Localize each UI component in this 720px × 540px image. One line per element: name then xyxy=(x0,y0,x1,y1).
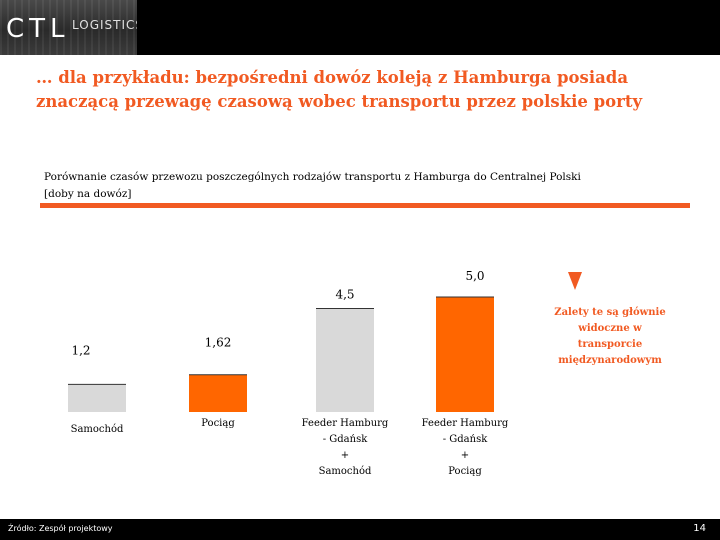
value-label: 4,5 xyxy=(335,288,354,302)
orange-divider xyxy=(40,203,690,208)
category-label: Feeder Hamburg - Gdańsk + Samochód xyxy=(290,416,400,480)
chart-title-line2: [doby na dowóz] xyxy=(44,188,132,200)
value-label: 1,2 xyxy=(71,343,90,357)
note-text: Zalety te są głównie widoczne w transpor… xyxy=(554,307,666,366)
category-label-line: Pociąg xyxy=(448,466,482,477)
category-label-line: + xyxy=(340,450,350,461)
page-number: 14 xyxy=(693,523,706,534)
category-label: Pociąg xyxy=(163,416,273,432)
bar-2 xyxy=(189,374,247,412)
bar-4 xyxy=(436,297,494,412)
category-label: Samochód xyxy=(42,422,152,438)
footer-bar: Źródło: Zespół projektowy 14 xyxy=(0,519,720,540)
category-label: Feeder Hamburg - Gdańsk + Pociąg xyxy=(410,416,520,480)
category-label-line: - Gdańsk xyxy=(442,434,488,445)
source-note: Źródło: Zespół projektowy xyxy=(8,524,113,533)
chart-title: Porównanie czasów przewozu poszczególnyc… xyxy=(44,169,684,203)
category-label-line: Pociąg xyxy=(201,418,235,429)
logo-text: CTL xyxy=(6,14,70,44)
logo-background xyxy=(0,0,137,55)
company-logo: CTL LOGISTICS xyxy=(0,0,137,55)
down-arrow-icon xyxy=(568,272,582,290)
category-label-line: Feeder Hamburg xyxy=(421,418,509,429)
logo-subtext: LOGISTICS xyxy=(72,18,137,32)
value-label: 5,0 xyxy=(465,269,484,283)
category-label-line: Feeder Hamburg xyxy=(301,418,389,429)
chart-title-line1: Porównanie czasów przewozu poszczególnyc… xyxy=(44,171,581,183)
category-label-line: Samochód xyxy=(318,466,372,477)
header-banner: CTL LOGISTICS xyxy=(0,0,720,55)
value-label: 1,62 xyxy=(205,336,232,350)
category-label-line: + xyxy=(460,450,470,461)
slide-title: … dla przykładu: bezpośredni dowóz kolej… xyxy=(36,68,643,111)
bar-3 xyxy=(316,308,374,412)
category-label-line: - Gdańsk xyxy=(322,434,368,445)
bar-1 xyxy=(68,384,126,412)
category-label-line: Samochód xyxy=(70,424,124,435)
